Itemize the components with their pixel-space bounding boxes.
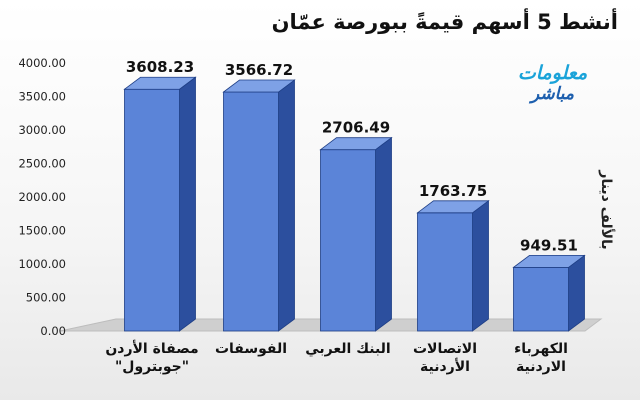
- x-tick-label: الاتصالات الأردنية: [412, 341, 478, 376]
- bar-side: [375, 136, 392, 332]
- brand-logo-line2: مباشر: [530, 84, 575, 104]
- bar-top: [123, 76, 197, 90]
- y-tick-label: 3000.00: [18, 123, 66, 137]
- bar-top: [416, 200, 490, 214]
- y-tick-label: 1500.00: [18, 224, 66, 238]
- brand-logo: معلومات مباشر: [505, 64, 600, 103]
- x-tick-label: مصفاة الأردن "جوبترول": [105, 341, 199, 376]
- x-tick-label: الكهرباء الاردنية: [514, 341, 568, 376]
- y-tick-label: 2500.00: [18, 157, 66, 171]
- bar-top: [512, 254, 586, 268]
- y-tick-label: 500.00: [26, 291, 66, 305]
- data-label: 3608.23: [126, 58, 194, 76]
- bar: [223, 91, 279, 332]
- x-tick-label: البنك العربي: [305, 341, 391, 357]
- x-tick-label: الفوسفات: [214, 341, 288, 357]
- data-label: 2706.49: [322, 119, 390, 137]
- y-tick-label: 0.00: [40, 324, 66, 338]
- chart-title: أنشط 5 أسهم قيمةً ببورصة عمّان: [271, 10, 618, 34]
- bar-top: [319, 137, 393, 151]
- data-label: 1763.75: [419, 182, 487, 200]
- y-tick-label: 2000.00: [18, 190, 66, 204]
- bar-side: [568, 254, 585, 332]
- data-label: 949.51: [520, 236, 578, 254]
- data-label: 3566.72: [225, 61, 293, 79]
- bar-side: [278, 79, 295, 332]
- bar-side: [179, 76, 196, 332]
- bar-top: [222, 79, 296, 93]
- bar: [513, 266, 569, 332]
- bar: [417, 212, 473, 332]
- bar-side: [472, 200, 489, 332]
- bar: [124, 88, 180, 332]
- bar: [320, 149, 376, 332]
- brand-logo-line1: معلومات: [517, 62, 588, 84]
- y-tick-label: 1000.00: [18, 257, 66, 271]
- y-tick-label: 4000.00: [18, 56, 66, 70]
- y-tick-label: 3500.00: [18, 90, 66, 104]
